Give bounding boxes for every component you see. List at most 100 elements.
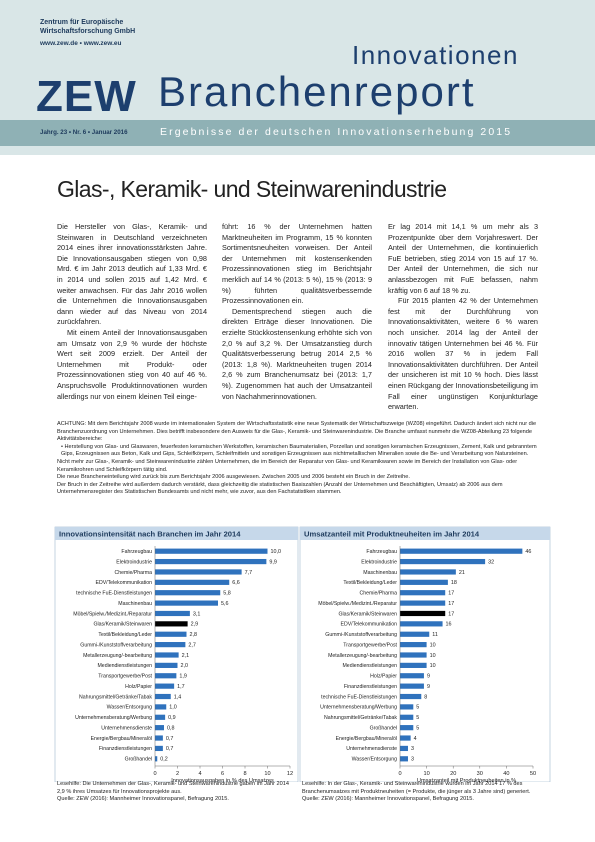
bar xyxy=(155,579,230,585)
bar xyxy=(155,693,171,700)
x-tick-label: 10 xyxy=(423,771,429,777)
chart-title-bar xyxy=(300,527,550,540)
value-label: 17 xyxy=(448,611,454,617)
reading-aid: Lesehilfe: Die Unternehmen der Glas-, Ke… xyxy=(57,781,289,795)
value-label: 10 xyxy=(430,653,436,659)
category-label: Unternehmensberatung/Werbung xyxy=(75,715,152,721)
category-label: Textil/Bekleidung/Leder xyxy=(343,580,397,586)
subtitle: Ergebnisse der deutschen Innovationserhe… xyxy=(160,126,513,138)
bar xyxy=(155,745,163,752)
bar xyxy=(155,548,268,554)
value-label: 0,7 xyxy=(166,746,174,752)
institute: Zentrum für Europäische Wirtschaftsforsc… xyxy=(40,19,136,35)
value-label: 3,1 xyxy=(193,611,201,617)
category-label: technische FuE-Dienstleistungen xyxy=(321,694,397,700)
value-label: 1,0 xyxy=(169,705,177,711)
bar xyxy=(400,693,422,700)
value-label: 9 xyxy=(427,674,430,680)
bar xyxy=(155,642,186,648)
category-label: Mediendienstleistungen xyxy=(97,663,152,669)
x-tick-label: 2 xyxy=(176,771,179,777)
bar xyxy=(400,548,523,554)
bar xyxy=(155,610,190,617)
subtitle-band xyxy=(0,120,595,146)
category-label: Maschinenbau xyxy=(118,601,152,607)
value-label: 2,8 xyxy=(190,632,198,638)
category-label: Chemie/Pharma xyxy=(360,591,398,597)
chart-title: Innovationsintensität nach Branchen im J… xyxy=(59,530,241,539)
notes: ACHTUNG: Mit dem Berichtsjahr 2008 wurde… xyxy=(57,421,541,497)
column: führt: 16 % der Unternehmen hatten Markt… xyxy=(222,222,372,402)
value-label: 17 xyxy=(448,591,454,597)
bar xyxy=(400,600,446,606)
bar xyxy=(400,756,408,762)
value-label: 18 xyxy=(451,580,457,586)
category-label: Gummi-/Kunststoffverarbeitung xyxy=(325,632,397,638)
x-tick-label: 0 xyxy=(398,771,401,777)
category-label: Maschinenbau xyxy=(363,570,397,576)
bar xyxy=(400,631,430,637)
bar xyxy=(400,579,448,585)
value-label: 5,6 xyxy=(221,601,229,607)
bar xyxy=(400,652,427,658)
category-label: EDV/Telekommunikation xyxy=(95,580,152,586)
value-label: 9,9 xyxy=(269,559,277,565)
x-tick-label: 30 xyxy=(477,771,483,777)
value-label: 5 xyxy=(416,725,419,731)
chart-title: Umsatzanteil mit Produktneuheiten im Jah… xyxy=(304,530,480,539)
bar xyxy=(400,704,414,710)
value-label: 46 xyxy=(525,549,531,555)
bar xyxy=(400,558,486,565)
paragraph: Dementsprechend stiegen auch die direkte… xyxy=(222,306,372,401)
value-label: 2,9 xyxy=(191,622,199,628)
category-label: Fahrzeugbau xyxy=(366,549,397,555)
bar xyxy=(155,683,175,689)
bar xyxy=(155,714,166,720)
bar xyxy=(155,725,164,731)
value-label: 1,9 xyxy=(179,674,187,680)
category-label: Textil/Bekleidung/Leder xyxy=(98,632,152,638)
value-label: 10 xyxy=(430,663,436,669)
x-tick-label: 50 xyxy=(530,771,536,777)
category-label: Metallerzeugung/-bearbeitung xyxy=(83,653,152,659)
value-label: 1,4 xyxy=(174,694,182,700)
category-label: Nahrungsmittel/Getränke/Tabak xyxy=(324,715,397,721)
value-label: 2,0 xyxy=(181,663,189,669)
value-label: 10,0 xyxy=(271,549,282,555)
bar xyxy=(400,610,446,617)
category-label: Holz/Papier xyxy=(125,684,152,690)
bar xyxy=(155,673,177,679)
paragraph: Die Hersteller von Glas-, Keramik- und S… xyxy=(57,222,207,327)
value-label: 2,1 xyxy=(182,653,190,659)
category-label: Finanzdienstleistungen xyxy=(99,746,152,752)
value-label: 4 xyxy=(414,736,417,742)
category-label: Wasser/Entsorgung xyxy=(107,705,152,711)
source: Quelle: ZEW (2016): Mannheimer Innovatio… xyxy=(57,796,229,803)
bar xyxy=(155,590,221,596)
bar xyxy=(400,683,424,689)
bar xyxy=(400,590,446,596)
category-label: technische FuE-Dienstleistungen xyxy=(76,591,152,597)
category-label: Energie/Bergbau/Mineralöl xyxy=(91,736,152,742)
value-label: 7,7 xyxy=(245,570,253,576)
x-tick-label: 20 xyxy=(450,771,456,777)
value-label: 0,9 xyxy=(168,715,176,721)
bar xyxy=(400,725,414,731)
bar xyxy=(400,735,411,741)
category-label: Unternehmensdienste xyxy=(101,725,152,731)
chart-title-bar xyxy=(55,527,298,540)
column: Die Hersteller von Glas-, Keramik- und S… xyxy=(57,222,207,402)
x-tick-label: 0 xyxy=(153,771,156,777)
category-label: Unternehmensdienste xyxy=(346,746,397,752)
note: Die neue Brancheneinteilung wird zurück … xyxy=(57,474,410,481)
value-label: 32 xyxy=(488,559,494,565)
note: • Herstellung von Glas- und Glaswaren, f… xyxy=(61,443,537,458)
value-label: 5 xyxy=(416,715,419,721)
value-label: 0,8 xyxy=(167,725,175,731)
category-label: Mediendienstleistungen xyxy=(342,663,397,669)
bar xyxy=(155,621,188,627)
source: Quelle: ZEW (2016): Mannheimer Innovatio… xyxy=(302,796,474,803)
title: Glas-, Keramik- und Steinwarenindustrie xyxy=(57,176,447,202)
note: Der Bruch in der Zeitreihe wird außerdem… xyxy=(57,481,503,496)
issue: Jahrg. 23 • Nr. 6 • Januar 2016 xyxy=(40,129,128,136)
